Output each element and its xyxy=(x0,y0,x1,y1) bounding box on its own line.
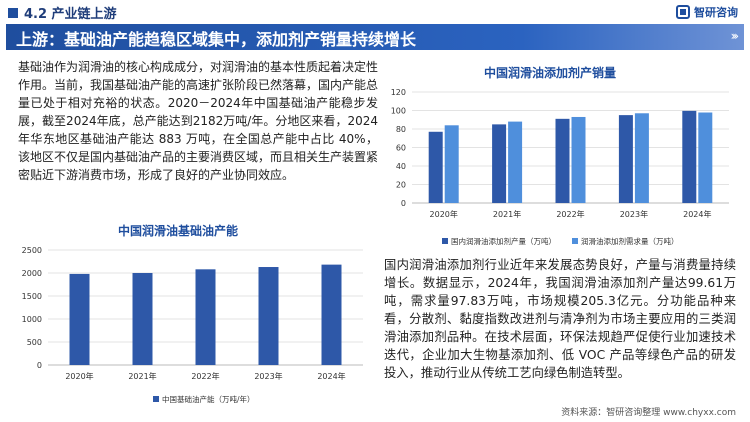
chevron-right-icon: ››› xyxy=(730,29,740,43)
source-note: 资料来源：智研咨询整理 www.chyxx.com xyxy=(561,408,736,418)
section-square-icon xyxy=(8,7,18,18)
baseoil-y-tick: 1000 xyxy=(22,315,42,324)
baseoil-chart-title: 中国润滑油基础油产能 xyxy=(118,224,239,238)
section-text: 4.2 产业链上游 xyxy=(24,7,117,22)
additive-legend-swatch xyxy=(442,238,448,244)
additive-bar xyxy=(428,131,443,203)
additive-bar xyxy=(618,115,633,203)
additive-bar xyxy=(508,121,523,203)
baseoil-bar xyxy=(321,264,342,365)
baseoil-x-tick: 2021年 xyxy=(128,371,156,381)
baseoil-bar xyxy=(132,273,153,365)
additive-x-tick: 2021年 xyxy=(493,209,521,219)
additive-x-tick: 2022年 xyxy=(556,209,584,219)
baseoil-chart: 0 500 1000 1500 2000 2500 2020年 2021年 2022年 2023年… xyxy=(22,246,363,404)
additive-bar xyxy=(492,124,507,203)
additive-x-tick: 2024年 xyxy=(683,209,711,219)
additive-chart: 0 20 40 60 80 100 120 2020年 2021年 2022年 2023年 2024年… xyxy=(391,88,729,246)
baseoil-legend-swatch xyxy=(153,396,159,402)
section-label: 4.2 产业链上游 xyxy=(8,3,117,22)
additive-y-tick: 60 xyxy=(396,144,406,153)
additive-y-tick: 80 xyxy=(396,125,406,134)
left-paragraph: 基础油作为润滑油的核心构成成分，对润滑油的基本性质起着决定性作用。当前，我国基础… xyxy=(18,60,379,182)
additive-bar xyxy=(634,113,649,203)
right-paragraph: 国内润滑油添加剂行业近年来发展态势良好，产量与消费量持续增长。数据显示，2024… xyxy=(384,258,736,380)
additive-y-tick: 120 xyxy=(391,88,406,97)
baseoil-y-tick: 1500 xyxy=(22,292,42,301)
baseoil-bar xyxy=(69,273,90,365)
title-banner: 上游：基础油产能趋稳区域集中，添加剂产销量持续增长 ››› xyxy=(6,24,744,50)
baseoil-y-tick: 500 xyxy=(27,338,42,347)
baseoil-x-tick: 2024年 xyxy=(317,371,345,381)
top-bar: 4.2 产业链上游 智研咨询 xyxy=(0,0,750,24)
additive-x-tick: 2023年 xyxy=(620,209,648,219)
additive-bar xyxy=(555,118,570,203)
baseoil-y-tick: 2000 xyxy=(22,269,42,278)
additive-bar xyxy=(698,112,713,203)
additive-legend-label: 国内润滑油添加剂产量（万吨） xyxy=(451,236,556,246)
additive-legend-label: 润滑油添加剂需求量（万吨） xyxy=(581,236,679,246)
baseoil-y-tick: 0 xyxy=(37,361,42,370)
brand: 智研咨询 xyxy=(676,4,738,20)
banner-title: 上游：基础油产能趋稳区域集中，添加剂产销量持续增长 xyxy=(16,30,417,49)
additive-bar xyxy=(444,125,459,203)
baseoil-x-tick: 2020年 xyxy=(65,371,93,381)
baseoil-bar xyxy=(258,267,279,365)
additive-bar xyxy=(571,116,586,203)
additive-legend-swatch xyxy=(572,238,578,244)
baseoil-x-tick: 2023年 xyxy=(254,371,282,381)
additive-y-tick: 40 xyxy=(396,162,406,171)
brand-name: 智研咨询 xyxy=(694,6,738,19)
additive-y-tick: 20 xyxy=(396,181,406,190)
additive-y-tick: 100 xyxy=(391,107,406,116)
baseoil-bar xyxy=(195,269,216,365)
baseoil-x-tick: 2022年 xyxy=(191,371,219,381)
additive-x-tick: 2020年 xyxy=(430,209,458,219)
additive-y-tick: 0 xyxy=(401,199,406,208)
baseoil-y-tick: 2500 xyxy=(22,246,42,255)
baseoil-legend-label: 中国基础油产能（万吨/年） xyxy=(162,394,255,404)
additive-bar xyxy=(682,110,697,203)
brand-logo-icon xyxy=(676,5,690,19)
additive-chart-title: 中国润滑油添加剂产销量 xyxy=(484,66,617,80)
